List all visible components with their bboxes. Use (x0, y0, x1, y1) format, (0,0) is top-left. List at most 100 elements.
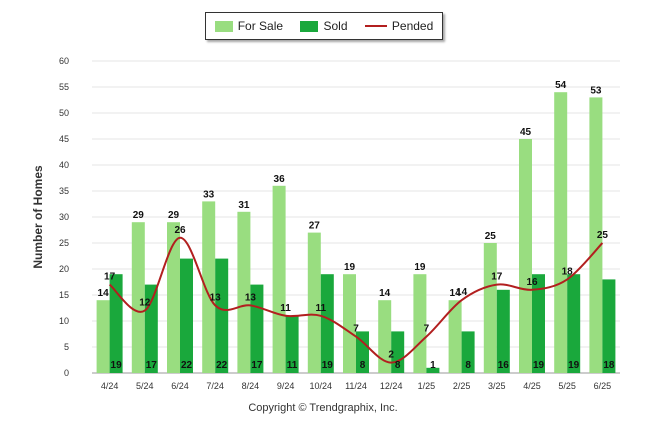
data-label-sold: 22 (181, 360, 193, 371)
data-label-sold: 18 (603, 360, 615, 371)
bar-for-sale (589, 97, 603, 374)
data-label-for-sale: 33 (203, 189, 215, 200)
y-tick-label: 0 (64, 368, 69, 378)
data-label-for-sale: 14 (450, 288, 462, 299)
x-tick-label: 4/25 (523, 381, 541, 391)
x-tick-label: 3/25 (488, 381, 506, 391)
y-tick-label: 20 (59, 264, 69, 274)
bar-for-sale (554, 92, 568, 373)
data-label-for-sale: 14 (98, 288, 110, 299)
bar-sold (567, 274, 581, 373)
data-label-sold: 8 (395, 360, 401, 371)
legend: For Sale Sold Pended (205, 12, 443, 40)
data-label-pended: 11 (280, 303, 291, 314)
bar-sold (532, 274, 545, 373)
bar-sold (109, 274, 123, 373)
data-label-for-sale: 29 (133, 210, 145, 221)
data-label-for-sale: 54 (555, 80, 567, 91)
data-label-for-sale: 31 (238, 200, 250, 211)
x-tick-label: 9/24 (277, 381, 295, 391)
data-label-pended: 13 (245, 292, 257, 303)
data-label-for-sale: 45 (520, 127, 532, 138)
x-tick-label: 1/25 (418, 381, 436, 391)
legend-item-sold: Sold (300, 19, 348, 33)
y-tick-label: 30 (59, 212, 69, 222)
bar-for-sale (202, 201, 216, 373)
bar-sold (180, 258, 193, 373)
y-axis-label: Number of Homes (31, 165, 45, 269)
bar-for-sale (167, 222, 180, 373)
bar-sold (426, 367, 440, 373)
data-label-for-sale: 29 (168, 210, 180, 221)
y-tick-label: 60 (59, 56, 69, 66)
data-label-sold: 19 (111, 360, 123, 371)
y-tick-label: 35 (59, 186, 69, 196)
data-label-for-sale: 19 (344, 262, 356, 273)
legend-item-pended: Pended (364, 19, 434, 33)
legend-swatch-pended (364, 25, 387, 27)
x-tick-label: 10/24 (310, 381, 333, 391)
data-label-sold: 1 (430, 360, 436, 371)
bar-for-sale (519, 139, 532, 373)
data-label-sold: 22 (216, 360, 228, 371)
data-label-sold: 17 (146, 360, 158, 371)
x-tick-label: 12/24 (380, 381, 403, 391)
data-label-pended: 17 (491, 272, 503, 283)
x-tick-label: 2/25 (453, 381, 471, 391)
data-label-sold: 19 (322, 360, 334, 371)
bar-sold (320, 274, 334, 373)
x-tick-label: 5/24 (136, 381, 154, 391)
data-label-pended: 7 (353, 324, 359, 335)
x-tick-label: 6/24 (171, 381, 189, 391)
data-label-sold: 8 (465, 360, 471, 371)
data-label-pended: 26 (174, 225, 186, 236)
data-label-sold: 17 (251, 360, 263, 371)
data-label-pended: 17 (104, 272, 116, 283)
line-pended (108, 236, 604, 364)
legend-swatch-for-sale (214, 20, 233, 32)
x-tick-label: 5/25 (558, 381, 576, 391)
data-label-sold: 16 (498, 360, 510, 371)
bar-for-sale (131, 222, 145, 373)
x-tick-label: 4/24 (101, 381, 119, 391)
bar-for-sale (378, 300, 392, 373)
y-tick-label: 50 (59, 108, 69, 118)
bar-for-sale (307, 232, 321, 373)
bar-sold (461, 331, 475, 373)
y-tick-label: 25 (59, 238, 69, 248)
legend-label-pended: Pended (391, 19, 434, 33)
legend-label-sold: Sold (323, 19, 348, 33)
legend-label-for-sale: For Sale (237, 19, 284, 33)
y-tick-label: 10 (59, 316, 69, 326)
data-label-pended: 25 (597, 230, 609, 241)
data-label-pended: 13 (210, 292, 222, 303)
x-tick-label: 8/24 (242, 381, 260, 391)
bar-for-sale (343, 274, 356, 373)
bar-for-sale (272, 185, 286, 373)
y-tick-label: 45 (59, 134, 69, 144)
y-tick-label: 5 (64, 342, 69, 352)
data-label-sold: 11 (287, 360, 298, 371)
data-label-for-sale: 36 (274, 174, 286, 185)
data-label-for-sale: 19 (414, 262, 426, 273)
data-label-pended: 2 (388, 350, 394, 361)
bar-for-sale (413, 274, 427, 373)
data-label-pended: 14 (456, 287, 468, 298)
data-label-for-sale: 27 (309, 221, 321, 232)
data-label-sold: 19 (533, 360, 545, 371)
bar-for-sale (237, 211, 251, 373)
bar-sold (496, 289, 510, 373)
data-label-pended: 7 (424, 324, 430, 335)
copyright-text: Copyright © Trendgraphix, Inc. (248, 402, 398, 414)
bar-for-sale (448, 300, 462, 373)
data-label-for-sale: 25 (485, 231, 497, 242)
bar-sold (356, 331, 369, 373)
bar-sold (602, 279, 616, 373)
bar-sold (285, 315, 299, 373)
data-label-sold: 19 (568, 360, 580, 371)
bar-sold (215, 258, 229, 373)
data-label-pended: 11 (316, 303, 327, 314)
legend-swatch-sold (300, 20, 319, 32)
y-tick-label: 55 (59, 82, 69, 92)
